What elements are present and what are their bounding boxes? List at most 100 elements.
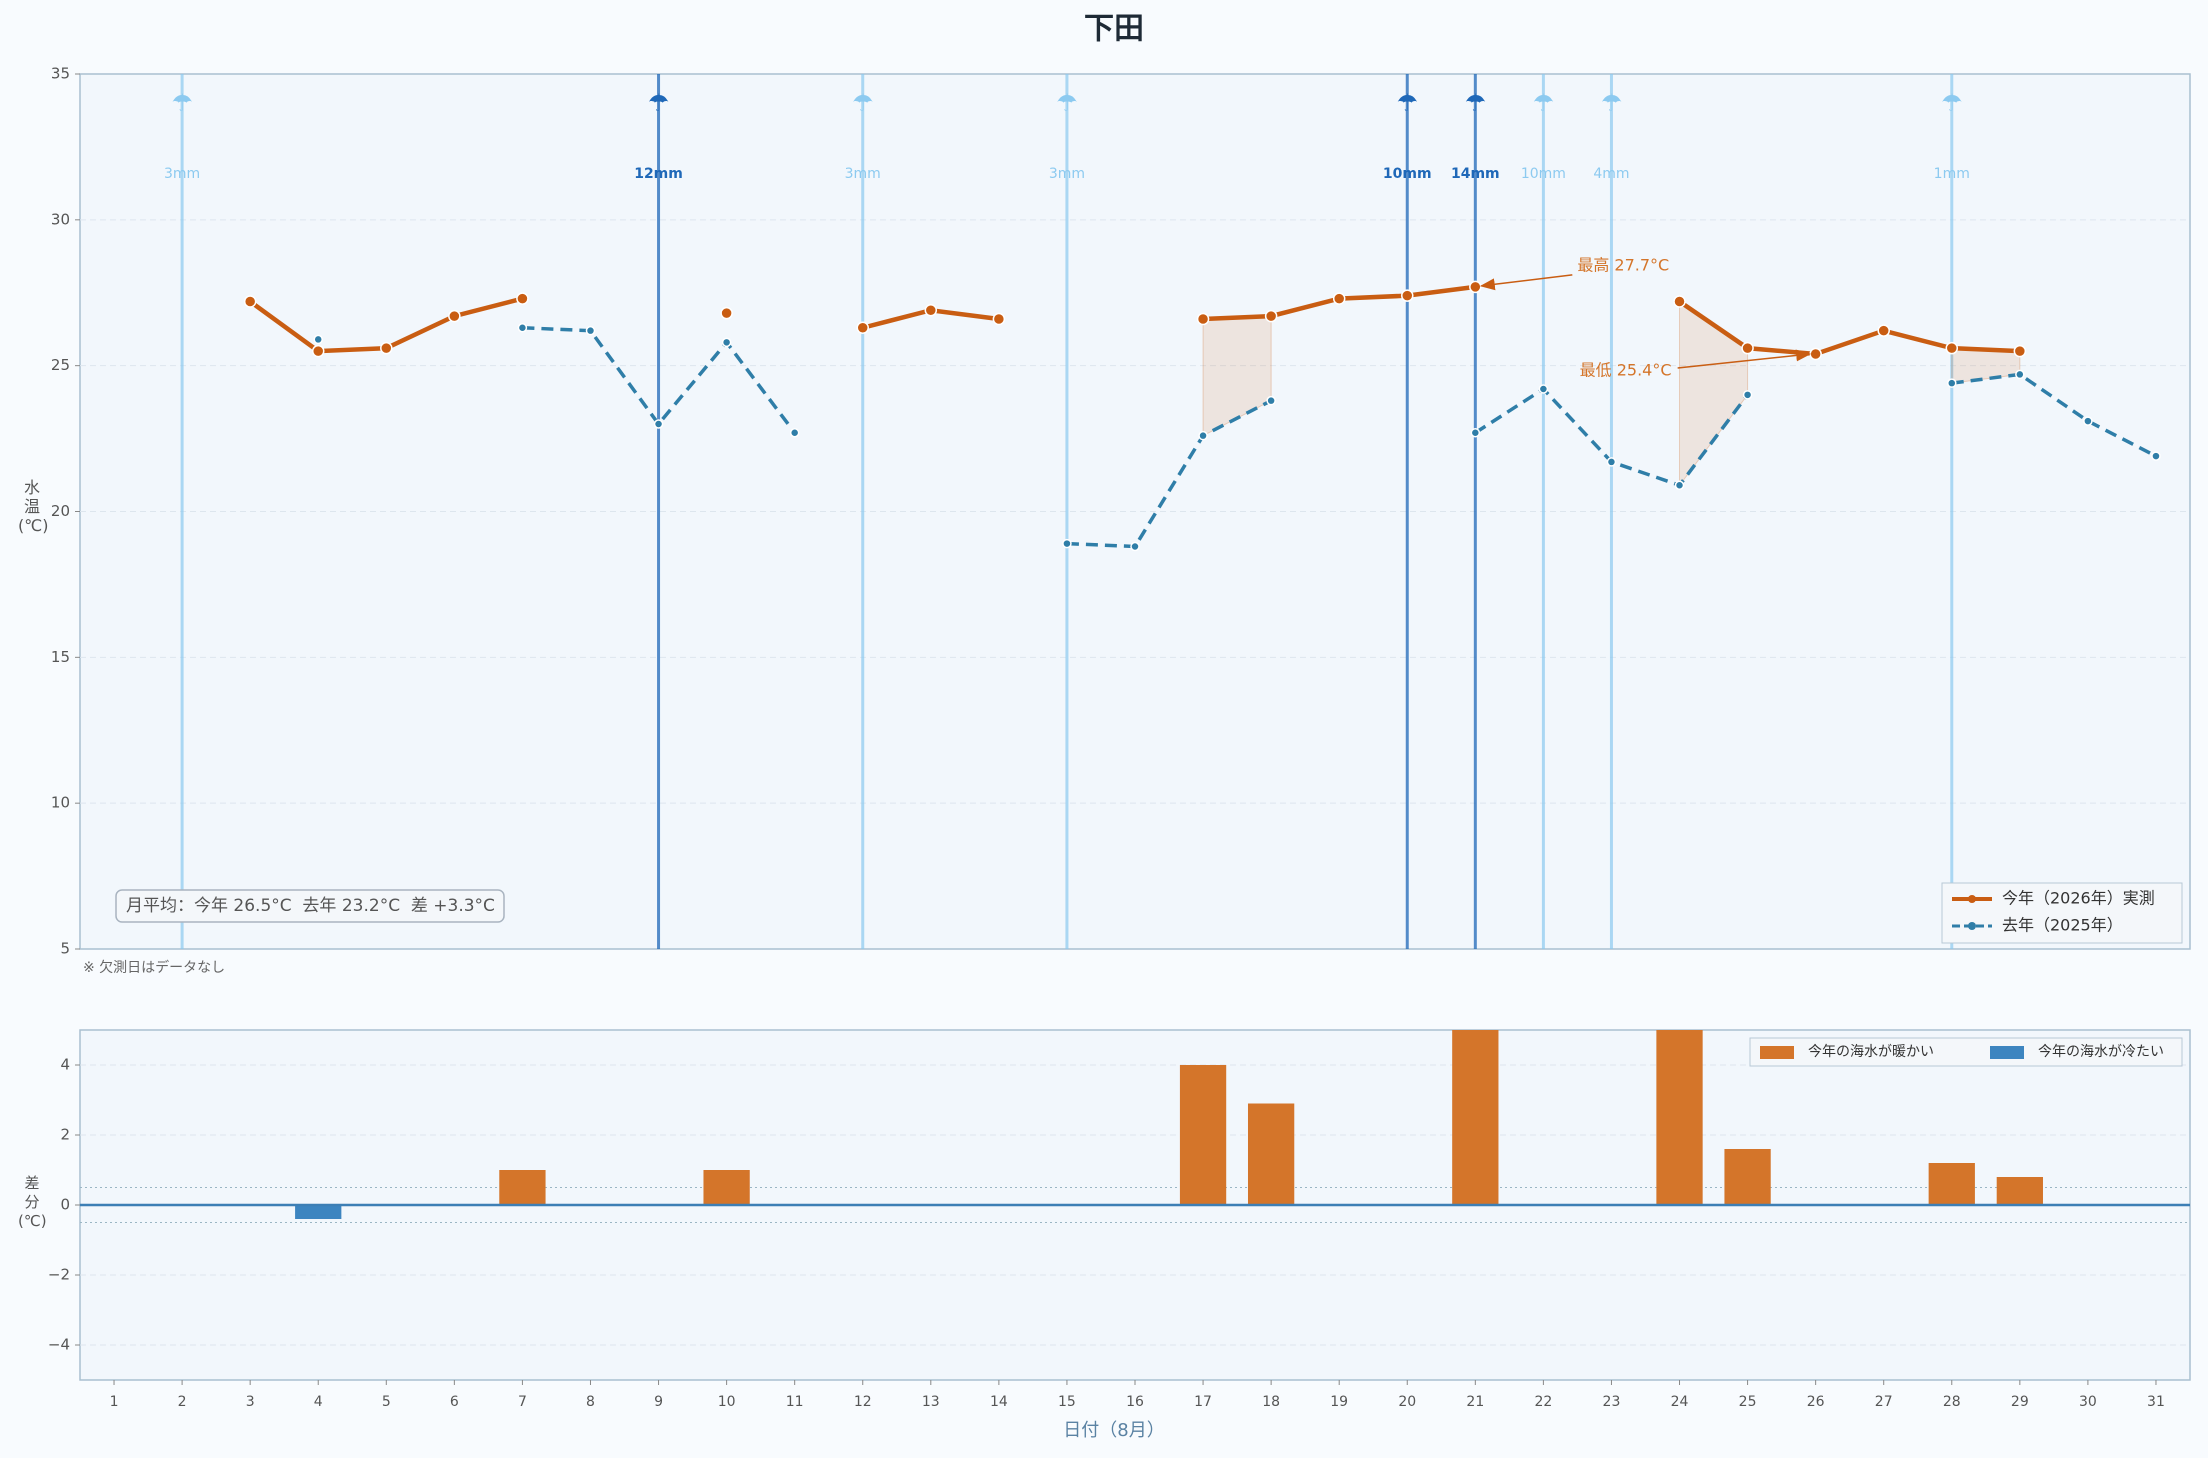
bar [1452, 1030, 1499, 1205]
rain-label: 10mm [1521, 166, 1566, 182]
y-tick-label: 4 [60, 1056, 70, 1074]
x-tick-label: 13 [922, 1394, 940, 1410]
rain-label: 3mm [845, 166, 881, 182]
point [1062, 538, 1072, 549]
rain-icon: ☂ [1465, 89, 1487, 117]
x-axis-label: 日付（8月） [1063, 1420, 1164, 1441]
rain-icon: ☂ [1601, 89, 1623, 117]
legend-box [1941, 882, 2183, 944]
x-tick-label: 15 [1058, 1394, 1076, 1410]
annotation: 最高 27.7°C [1577, 255, 1669, 274]
x-tick-label: 4 [314, 1394, 323, 1410]
rain-label: 4mm [1593, 166, 1629, 182]
rain-label: 12mm [634, 166, 683, 182]
point [311, 344, 325, 358]
y-tick-label: 25 [51, 356, 70, 374]
x-tick-label: 1 [110, 1394, 119, 1410]
bar [499, 1170, 546, 1205]
point [1469, 280, 1482, 294]
y-axis-label: 水温(℃) [18, 478, 49, 535]
point [1470, 428, 1481, 438]
x-tick-label: 7 [518, 1394, 527, 1410]
point [585, 325, 596, 336]
annotation-arrow [1479, 274, 1573, 291]
y-axis-label: 差分(℃) [18, 1174, 47, 1230]
x-tick-label: 24 [1671, 1394, 1689, 1410]
point [516, 292, 529, 305]
legend-label: 今年の海水が暖かい [1808, 1044, 1934, 1060]
y-tick-label: −4 [48, 1336, 70, 1354]
point [2083, 416, 2093, 426]
rain-label: 3mm [164, 166, 200, 182]
rain-icon: ☂ [1941, 89, 1963, 117]
bar [703, 1170, 750, 1205]
bar [1928, 1163, 1975, 1205]
point [1198, 430, 1208, 441]
point [1673, 295, 1686, 308]
x-tick-label: 23 [1603, 1394, 1621, 1410]
y-tick-label: 30 [51, 210, 70, 228]
annotation: 最低 25.4°C [1580, 361, 1672, 380]
x-tick-label: 28 [1943, 1394, 1961, 1410]
x-tick-label: 26 [1807, 1394, 1825, 1410]
legend-label: 今年の海水が冷たい [2038, 1044, 2164, 1060]
x-tick-label: 19 [1330, 1394, 1348, 1410]
point [1196, 312, 1210, 326]
x-tick-label: 22 [1534, 1394, 1552, 1410]
rain-icon: ☂ [1397, 89, 1419, 117]
point [1945, 341, 1959, 355]
rain-label: 1mm [1934, 166, 1970, 182]
x-tick-label: 11 [786, 1394, 804, 1410]
bar [1179, 1065, 1227, 1205]
bar [1724, 1149, 1771, 1205]
point [380, 341, 393, 355]
point [1538, 384, 1549, 394]
bar [295, 1205, 342, 1219]
bar [1656, 1030, 1703, 1205]
legend-label: 今年（2026年）実測 [2002, 889, 2155, 908]
point [448, 309, 461, 323]
x-tick-label: 17 [1194, 1394, 1212, 1410]
point [243, 295, 257, 308]
x-tick-label: 18 [1262, 1394, 1280, 1410]
legend-swatch [1968, 922, 1976, 930]
x-tick-label: 5 [382, 1394, 391, 1410]
point [856, 321, 869, 334]
x-tick-label: 14 [990, 1394, 1008, 1410]
point [789, 428, 800, 438]
point [992, 312, 1006, 326]
point [1401, 289, 1414, 302]
point [1130, 541, 1140, 552]
legend-swatch [1760, 1046, 1794, 1059]
point [1332, 292, 1346, 305]
rain-label: 3mm [1049, 166, 1085, 182]
point [1742, 390, 1753, 400]
bar [1247, 1103, 1295, 1205]
rain-icon: ☂ [1533, 89, 1555, 117]
annotation-arrow [1677, 349, 1812, 369]
rain-icon: ☂ [648, 89, 670, 117]
legend-box [1749, 1037, 2183, 1067]
point [653, 419, 664, 429]
x-tick-label: 12 [854, 1394, 872, 1410]
y-tick-label: −2 [48, 1266, 70, 1284]
x-tick-label: 30 [2079, 1394, 2097, 1410]
rain-icon: ☂ [1056, 89, 1078, 117]
y-tick-label: 20 [51, 502, 70, 520]
rain-icon: ☂ [171, 89, 193, 117]
x-tick-label: 21 [1466, 1394, 1484, 1410]
point [721, 337, 732, 348]
x-tick-label: 29 [2011, 1394, 2029, 1410]
y-tick-label: 15 [51, 648, 70, 666]
y-tick-label: 10 [51, 794, 70, 812]
x-tick-label: 25 [1739, 1394, 1757, 1410]
point [720, 306, 733, 320]
point [1809, 347, 1822, 361]
point [2151, 451, 2161, 461]
legend-label: 去年（2025年） [2002, 916, 2123, 935]
y-tick-label: 0 [60, 1196, 70, 1214]
x-tick-label: 2 [178, 1394, 187, 1410]
rain-icon: ☂ [852, 89, 874, 117]
point [2015, 369, 2025, 380]
